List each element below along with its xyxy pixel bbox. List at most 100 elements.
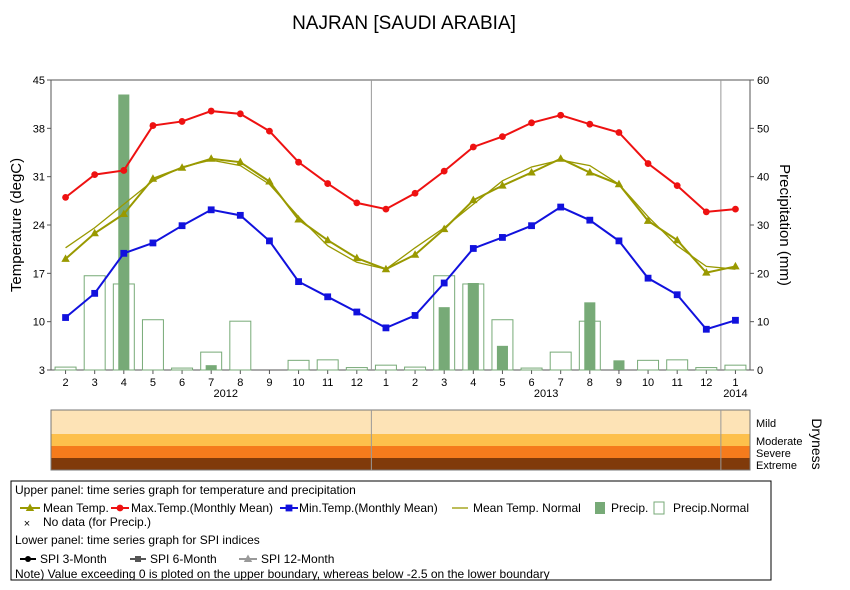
precip-bar	[205, 365, 217, 370]
y-right-tick-label: 10	[757, 317, 769, 329]
precip-bar	[613, 360, 625, 370]
legend-label: Mean Temp.	[43, 501, 109, 515]
mean-temp-point	[352, 253, 362, 262]
min-temp-point	[732, 316, 739, 324]
min-temp-point	[411, 312, 419, 319]
min-temp-point	[528, 222, 535, 230]
legend-precip-normal-swatch	[653, 501, 665, 515]
precip-normal-bar	[637, 359, 660, 371]
max-temp-point	[236, 110, 244, 118]
y-left-tick-label: 10	[33, 317, 45, 329]
legend-label: Precip.Normal	[673, 501, 749, 515]
spi-axis-label: Dryness	[809, 418, 825, 469]
legend-mean-temp-marker	[25, 503, 35, 511]
max-temp-point	[440, 167, 448, 175]
min-temp-point	[469, 245, 477, 252]
y-right-tick-label: 40	[757, 172, 769, 184]
min-temp-point	[382, 324, 390, 332]
min-temp-line	[64, 205, 736, 331]
x-tick-label: 3	[92, 377, 98, 389]
spi-band	[51, 458, 750, 470]
spi-band-label: Extreme	[756, 460, 797, 472]
min-temp-point	[62, 314, 69, 321]
x-tick-label: 6	[529, 377, 535, 389]
min-temp-point	[266, 237, 273, 245]
precip-normal-bar	[695, 367, 718, 371]
y-right-tick-label: 20	[757, 268, 769, 280]
mean-temp-point	[702, 268, 711, 276]
legend-label: Precip.	[611, 501, 648, 515]
min-temp-point	[557, 203, 565, 211]
y-right-tick-label: 50	[757, 123, 769, 135]
max-temp-point	[469, 143, 477, 151]
precip-normal-bar	[229, 320, 252, 371]
y-right-axis-label: Precipitation (mm)	[776, 164, 793, 286]
max-temp-point	[411, 189, 419, 197]
precip-normal-bar	[404, 366, 427, 371]
min-temp-point	[91, 289, 99, 297]
x-tick-label: 1	[383, 377, 389, 389]
x-tick-label: 4	[121, 377, 127, 389]
y-left-tick-label: 24	[33, 220, 45, 232]
legend-spi6-marker	[135, 556, 141, 562]
spi-band-label: Mild	[756, 418, 776, 430]
x-tick-label: 2	[63, 377, 69, 389]
x-year-label: 2013	[534, 388, 558, 400]
x-tick-label: 6	[179, 377, 185, 389]
legend-max-temp-marker	[116, 504, 124, 512]
precip-normal-bar	[549, 351, 572, 371]
x-tick-label: 5	[499, 377, 505, 389]
legend-nodata-marker: ×	[24, 518, 30, 530]
max-temp-point	[324, 180, 332, 187]
precip-normal-bar	[345, 367, 368, 371]
spi-band	[51, 446, 750, 458]
min-temp-point	[207, 206, 215, 214]
max-temp-point	[557, 111, 565, 119]
x-tick-label: 3	[441, 377, 447, 389]
mean-temp-point	[61, 254, 70, 262]
x-tick-label: 11	[671, 377, 682, 389]
max-temp-point	[266, 127, 273, 135]
mean-temp-point	[556, 154, 565, 162]
precip-bar	[467, 283, 479, 370]
precip-normal-bar	[141, 319, 164, 371]
legend-note: Note) Value exceeding 0 is ploted on the…	[15, 567, 550, 581]
precip-bar	[584, 302, 596, 370]
mean-temp-point	[90, 228, 99, 237]
y-right-tick-label: 0	[757, 365, 763, 377]
min-temp-point	[440, 279, 448, 287]
max-temp-line	[64, 110, 736, 213]
x-tick-label: 10	[642, 377, 654, 389]
max-temp-point	[382, 205, 390, 213]
mean-temp-point	[731, 261, 740, 270]
y-left-tick-label: 38	[33, 123, 45, 135]
precip-normal-bar	[83, 275, 106, 371]
legend-spi3-marker	[25, 556, 31, 562]
min-temp-point	[615, 237, 623, 245]
x-tick-label: 7	[208, 377, 214, 389]
mean-temp-point	[206, 154, 216, 162]
mean-temp-point	[177, 163, 187, 171]
y-left-axis-label: Temperature (degC)	[8, 158, 25, 292]
min-temp-point	[586, 216, 594, 224]
spi-frame	[50, 409, 751, 471]
legend-min-temp-marker	[285, 504, 293, 512]
precip-normal-bar	[520, 367, 543, 371]
max-temp-point	[207, 107, 215, 115]
min-temp-point	[499, 234, 506, 241]
max-temp-point	[353, 199, 361, 207]
precip-bar	[118, 94, 130, 370]
precip-normal-bar	[724, 364, 747, 371]
mean-temp-point	[236, 157, 245, 166]
mean-temp-point	[469, 195, 478, 204]
max-temp-point	[732, 205, 739, 213]
max-temp-point	[528, 119, 535, 127]
mean-temp-line	[64, 157, 736, 274]
legend-label: SPI 3-Month	[40, 552, 107, 566]
x-tick-label: 8	[587, 377, 593, 389]
max-temp-point	[615, 129, 623, 136]
x-tick-label: 5	[150, 377, 156, 389]
precip-bar	[496, 345, 508, 370]
min-temp-point	[120, 249, 128, 257]
